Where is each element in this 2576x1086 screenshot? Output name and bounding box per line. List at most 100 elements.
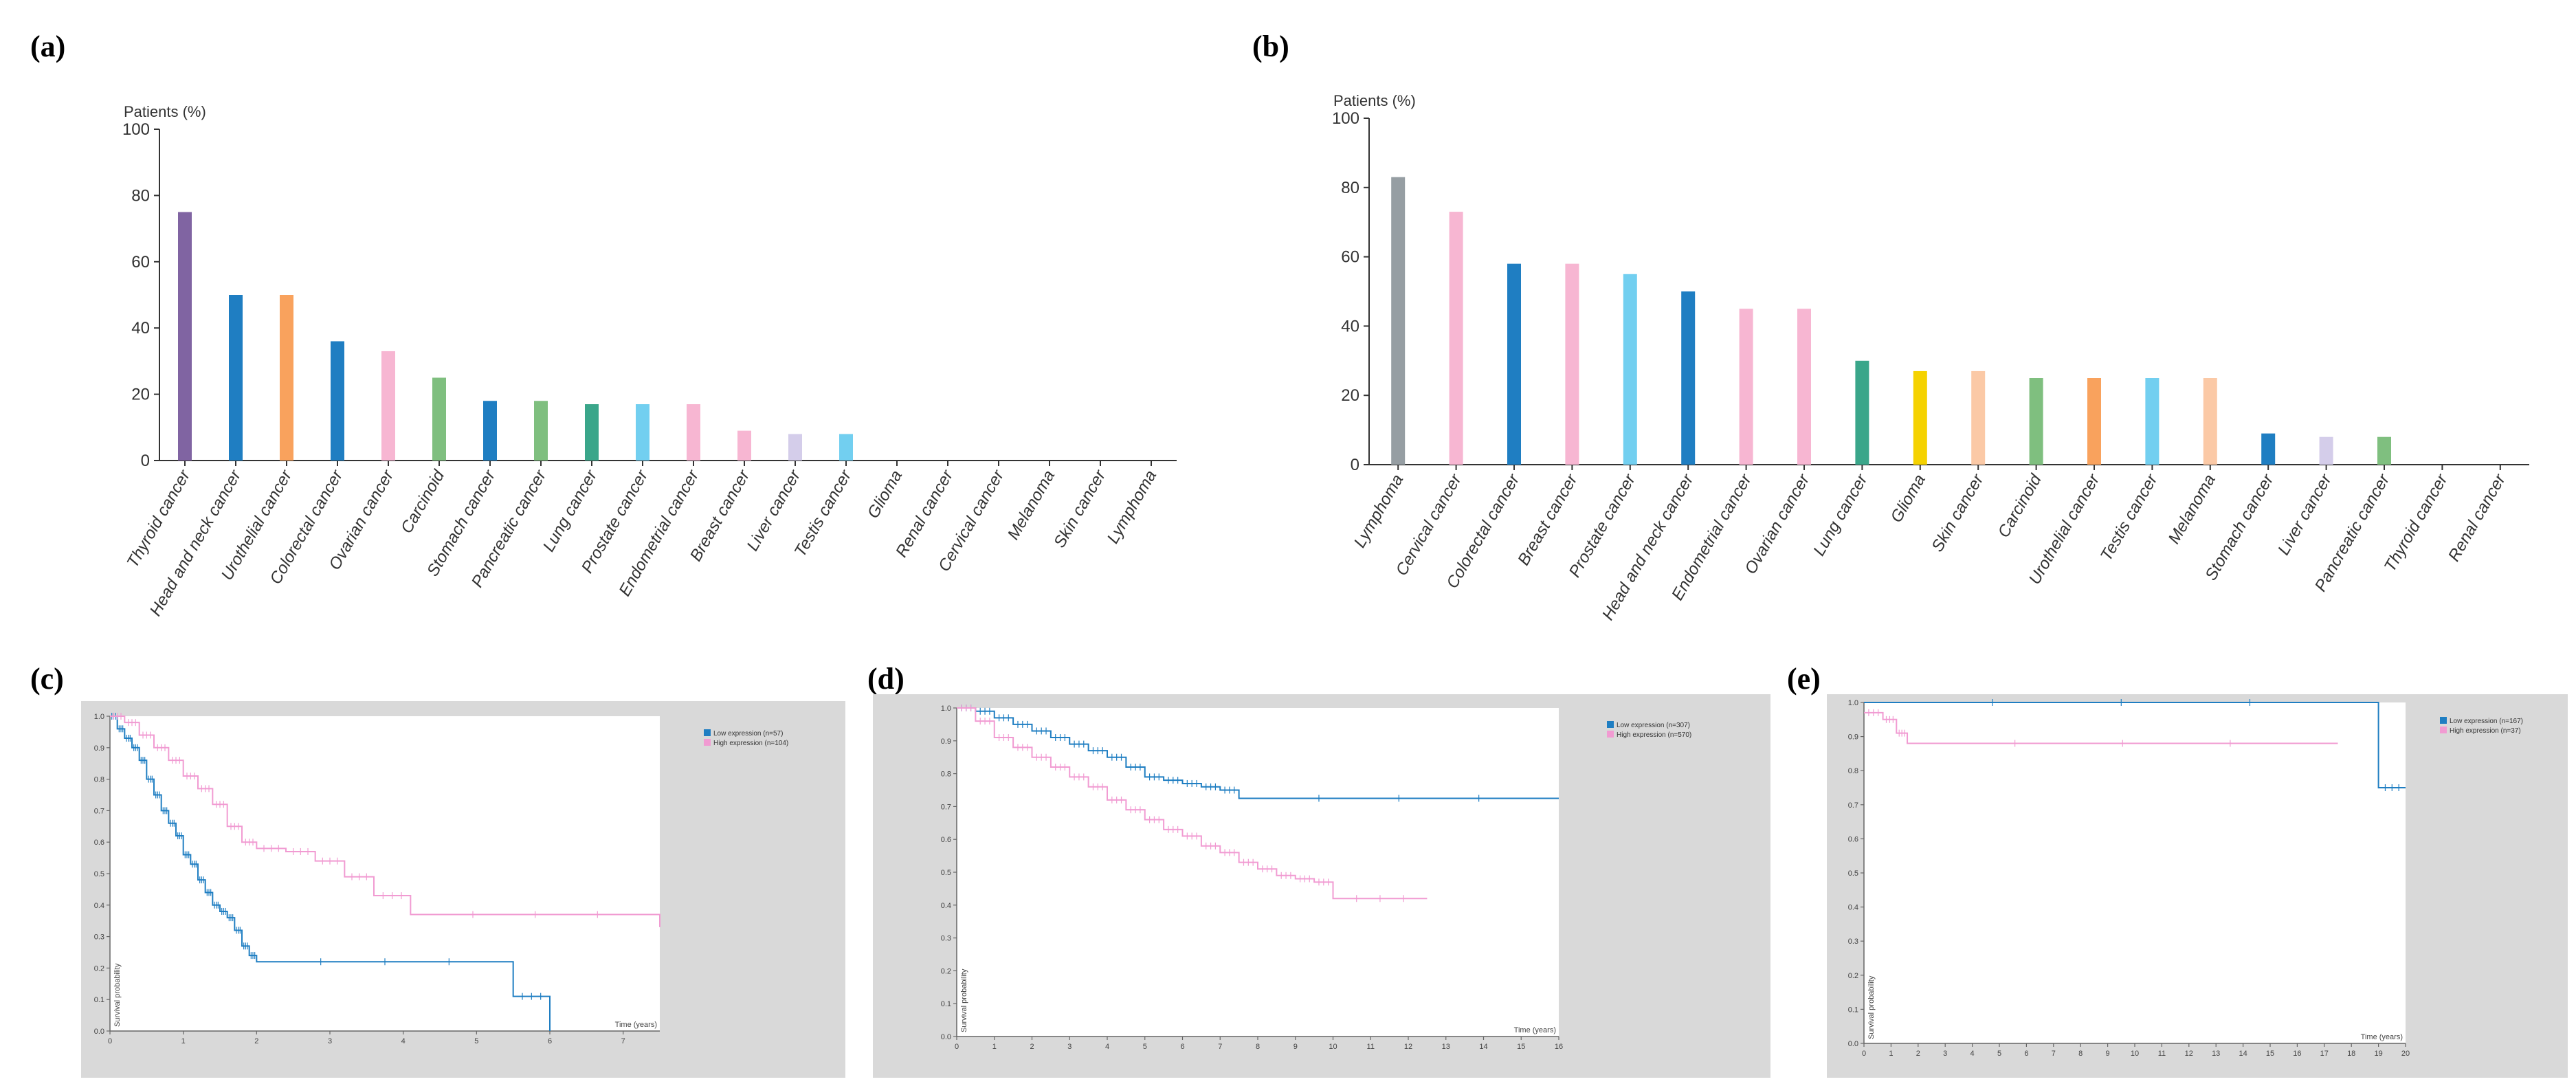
x-tick-label-b-melanoma: Melanoma: [2165, 472, 2219, 548]
legend-label-c-1: High expression (n=104): [713, 740, 788, 747]
x-tick-label-e-1: 1: [1889, 1050, 1893, 1058]
y-tick-label-d-0: 0.0: [941, 1033, 951, 1041]
x-tick-label-b-testis-cancer: Testis cancer: [2097, 471, 2162, 564]
bar-a-endometrial-cancer: [687, 404, 700, 461]
bar-b-skin-cancer: [1971, 370, 1986, 465]
km-curve-e-high-expression: [1864, 711, 2338, 744]
x-tick-label-e-4: 4: [1970, 1050, 1975, 1058]
y-axis-title-c: Survival probability: [113, 963, 122, 1027]
y-tick-label-b-40: 40: [1341, 317, 1359, 335]
x-tick-label-d-5: 5: [1143, 1043, 1147, 1051]
y-tick-label-c-0.5: 0.5: [94, 870, 104, 878]
x-tick-label-a-lymphoma: Lymphoma: [1104, 467, 1161, 547]
x-tick-label-d-16: 16: [1555, 1043, 1563, 1051]
bar-b-pancreatic-cancer: [2377, 436, 2391, 465]
legend-swatch-e-0: [2440, 717, 2447, 724]
bar-b-head-and-neck-cancer: [1681, 291, 1696, 465]
x-tick-label-b-glioma: Glioma: [1887, 472, 1929, 526]
y-tick-label-a-80: 80: [131, 186, 150, 205]
y-axis-title-d: Survival probability: [960, 968, 968, 1032]
y-tick-label-e-0.2: 0.2: [1848, 972, 1858, 980]
bar-a-testis-cancer: [839, 434, 853, 461]
x-tick-label-d-2: 2: [1030, 1043, 1034, 1051]
x-tick-label-a-skin-cancer: Skin cancer: [1050, 467, 1110, 551]
survival-chart-c: 0.0 0.1 0.2 0.3 0.4 0.5 0.6 0.7 0.8 0.9 1.0 0 1 2 3 4 5 6…: [81, 701, 845, 1078]
y-tick-label-d-0.6: 0.6: [941, 836, 951, 844]
plot-area-e: [1864, 702, 2406, 1043]
panel-label-d: (d): [867, 662, 904, 696]
bar-b-lymphoma: [1391, 177, 1406, 465]
y-tick-label-e-0.8: 0.8: [1848, 767, 1858, 775]
x-tick-label-d-10: 10: [1329, 1043, 1337, 1051]
legend-swatch-c-0: [704, 729, 711, 736]
legend-label-e-1: High expression (n=37): [2450, 727, 2521, 735]
bar-b-liver-cancer: [2319, 436, 2333, 465]
x-tick-label-a-head-and-neck-cancer: Head and neck cancer: [146, 467, 245, 619]
y-tick-label-c-0.4: 0.4: [94, 902, 104, 910]
y-tick-label-a-40: 40: [131, 319, 150, 337]
x-tick-label-a-carcinoid: Carcinoid: [397, 467, 448, 537]
panel-label-a: (a): [30, 30, 65, 63]
x-tick-label-e-0: 0: [1862, 1050, 1866, 1058]
x-tick-label-e-19: 19: [2374, 1050, 2382, 1058]
bar-b-endometrial-cancer: [1739, 309, 1753, 465]
bar-b-ovarian-cancer: [1797, 309, 1811, 465]
y-tick-label-e-0.6: 0.6: [1848, 835, 1858, 843]
plot-area-c: [110, 716, 660, 1031]
x-tick-label-c-4: 4: [401, 1037, 406, 1045]
y-tick-label-e-0.3: 0.3: [1848, 938, 1858, 946]
legend-swatch-e-1: [2440, 727, 2447, 733]
x-axis-title-c: Time (years): [615, 1021, 657, 1029]
x-tick-label-e-10: 10: [2131, 1050, 2139, 1058]
legend-swatch-d-1: [1607, 731, 1614, 738]
y-tick-label-d-0.1: 0.1: [941, 1000, 951, 1008]
x-tick-label-d-9: 9: [1293, 1043, 1298, 1051]
y-tick-label-a-60: 60: [131, 253, 150, 272]
x-tick-label-b-lung-cancer: Lung cancer: [1810, 471, 1872, 559]
y-tick-label-c-0.7: 0.7: [94, 807, 104, 815]
y-tick-label-e-1: 1.0: [1848, 699, 1858, 707]
x-tick-label-b-ovarian-cancer: Ovarian cancer: [1741, 471, 1813, 577]
x-tick-label-c-1: 1: [181, 1037, 186, 1045]
bar-b-cervical-cancer: [1449, 212, 1463, 465]
x-tick-label-b-breast-cancer: Breast cancer: [1514, 471, 1581, 569]
bar-a-urothelial-cancer: [280, 295, 293, 461]
y-tick-label-d-0.7: 0.7: [941, 803, 951, 811]
legend-label-c-0: Low expression (n=57): [713, 730, 783, 738]
legend-swatch-c-1: [704, 739, 711, 746]
panel-label-b: (b): [1252, 30, 1289, 63]
y-tick-label-c-0: 0.0: [94, 1028, 104, 1036]
x-tick-label-d-3: 3: [1067, 1043, 1072, 1051]
km-curve-c-high-expression: [110, 716, 660, 927]
x-tick-label-d-12: 12: [1404, 1043, 1412, 1051]
bar-b-prostate-cancer: [1623, 274, 1637, 465]
y-tick-label-d-0.4: 0.4: [941, 902, 951, 910]
x-tick-label-b-liver-cancer: Liver cancer: [2274, 471, 2335, 559]
y-tick-label-c-0.2: 0.2: [94, 964, 104, 973]
bar-b-stomach-cancer: [2261, 433, 2276, 465]
x-tick-label-e-7: 7: [2052, 1050, 2056, 1058]
bar-a-pancreatic-cancer: [534, 401, 548, 461]
y-tick-label-d-0.9: 0.9: [941, 738, 951, 746]
x-tick-label-e-15: 15: [2266, 1050, 2274, 1058]
x-tick-label-c-6: 6: [548, 1037, 552, 1045]
x-tick-label-b-carcinoid: Carcinoid: [1995, 471, 2045, 541]
bar-a-lung-cancer: [585, 404, 599, 461]
y-axis-title-e: Survival probability: [1867, 975, 1876, 1039]
bar-a-head-and-neck-cancer: [229, 295, 243, 461]
x-tick-label-e-2: 2: [1916, 1050, 1920, 1058]
y-tick-label-a-20: 20: [131, 386, 150, 404]
bar-a-colorectal-cancer: [331, 341, 344, 461]
x-tick-label-d-15: 15: [1517, 1043, 1525, 1051]
x-tick-label-d-8: 8: [1256, 1043, 1260, 1051]
bar-b-colorectal-cancer: [1507, 263, 1521, 465]
y-tick-label-c-0.9: 0.9: [94, 744, 104, 753]
x-tick-label-d-7: 7: [1218, 1043, 1222, 1051]
y-tick-label-e-0: 0.0: [1848, 1040, 1858, 1048]
x-axis-title-d: Time (years): [1514, 1026, 1556, 1034]
y-tick-label-a-100: 100: [122, 120, 150, 139]
y-tick-label-e-0.9: 0.9: [1848, 733, 1858, 742]
x-tick-label-a-melanoma: Melanoma: [1004, 467, 1058, 544]
bar-a-liver-cancer: [788, 434, 802, 461]
